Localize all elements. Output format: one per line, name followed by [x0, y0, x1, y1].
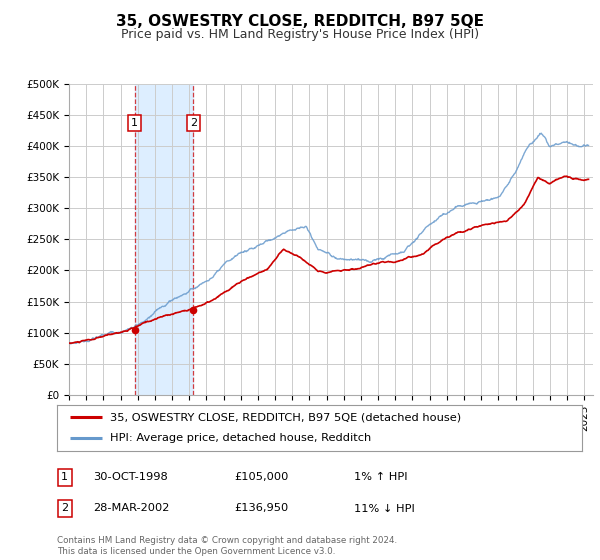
Text: Contains HM Land Registry data © Crown copyright and database right 2024.
This d: Contains HM Land Registry data © Crown c…	[57, 536, 397, 556]
Text: 2: 2	[61, 503, 68, 514]
Text: 11% ↓ HPI: 11% ↓ HPI	[354, 503, 415, 514]
Text: 30-OCT-1998: 30-OCT-1998	[93, 472, 168, 482]
Text: 2: 2	[190, 118, 197, 128]
Text: 1% ↑ HPI: 1% ↑ HPI	[354, 472, 407, 482]
Text: £136,950: £136,950	[234, 503, 288, 514]
Text: Price paid vs. HM Land Registry's House Price Index (HPI): Price paid vs. HM Land Registry's House …	[121, 28, 479, 41]
Text: 1: 1	[61, 472, 68, 482]
Text: 35, OSWESTRY CLOSE, REDDITCH, B97 5QE (detached house): 35, OSWESTRY CLOSE, REDDITCH, B97 5QE (d…	[110, 412, 461, 422]
Text: HPI: Average price, detached house, Redditch: HPI: Average price, detached house, Redd…	[110, 433, 371, 444]
Bar	[135, 84, 193, 395]
Text: 1: 1	[131, 118, 138, 128]
Text: £105,000: £105,000	[234, 472, 289, 482]
Text: 35, OSWESTRY CLOSE, REDDITCH, B97 5QE: 35, OSWESTRY CLOSE, REDDITCH, B97 5QE	[116, 14, 484, 29]
Text: 28-MAR-2002: 28-MAR-2002	[93, 503, 169, 514]
